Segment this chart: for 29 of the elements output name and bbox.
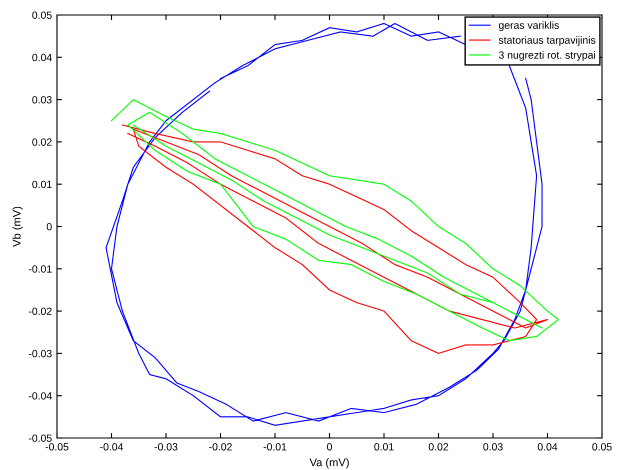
x-tick-label: -0.04 [100, 443, 124, 451]
y-tick-label: -0.05 [28, 434, 52, 442]
y-tick-label: 0.01 [32, 180, 52, 188]
x-tick-label: 0 [327, 443, 332, 451]
y-tick-label: 0.04 [32, 54, 52, 62]
y-tick-label: -0.04 [28, 392, 52, 400]
line-series [110, 99, 559, 342]
x-axis-title: Va (mV) [310, 458, 349, 468]
y-axis-title: Vb (mV) [12, 206, 23, 247]
x-tick-label: -0.03 [154, 443, 178, 451]
y-tick-label: 0.02 [32, 138, 52, 146]
legend-label: geras variklis [498, 21, 559, 31]
x-tick-label: 0.01 [374, 443, 394, 451]
x-tick-label: 0.03 [483, 443, 503, 451]
y-tick-label: 0 [46, 223, 52, 230]
x-tick-label: 0.04 [538, 443, 558, 451]
x-tick-label: -0.02 [209, 443, 232, 451]
x-tick-label: 0.02 [428, 443, 448, 451]
legend-label: 3 nugrezti rot. strypai [498, 51, 596, 61]
x-tick-label: 0.05 [592, 443, 612, 451]
y-tick-label: -0.03 [28, 350, 52, 358]
y-tick-label: -0.02 [28, 308, 52, 315]
legend-label: statoriaus tarpavijinis [498, 36, 596, 46]
y-tick-label: 0.03 [32, 96, 52, 104]
line-series [122, 124, 548, 354]
x-tick-label: -0.05 [46, 443, 68, 451]
x-tick-label: -0.01 [264, 443, 286, 451]
y-tick-label: -0.01 [28, 265, 52, 273]
y-tick-label: 0.05 [32, 12, 52, 19]
